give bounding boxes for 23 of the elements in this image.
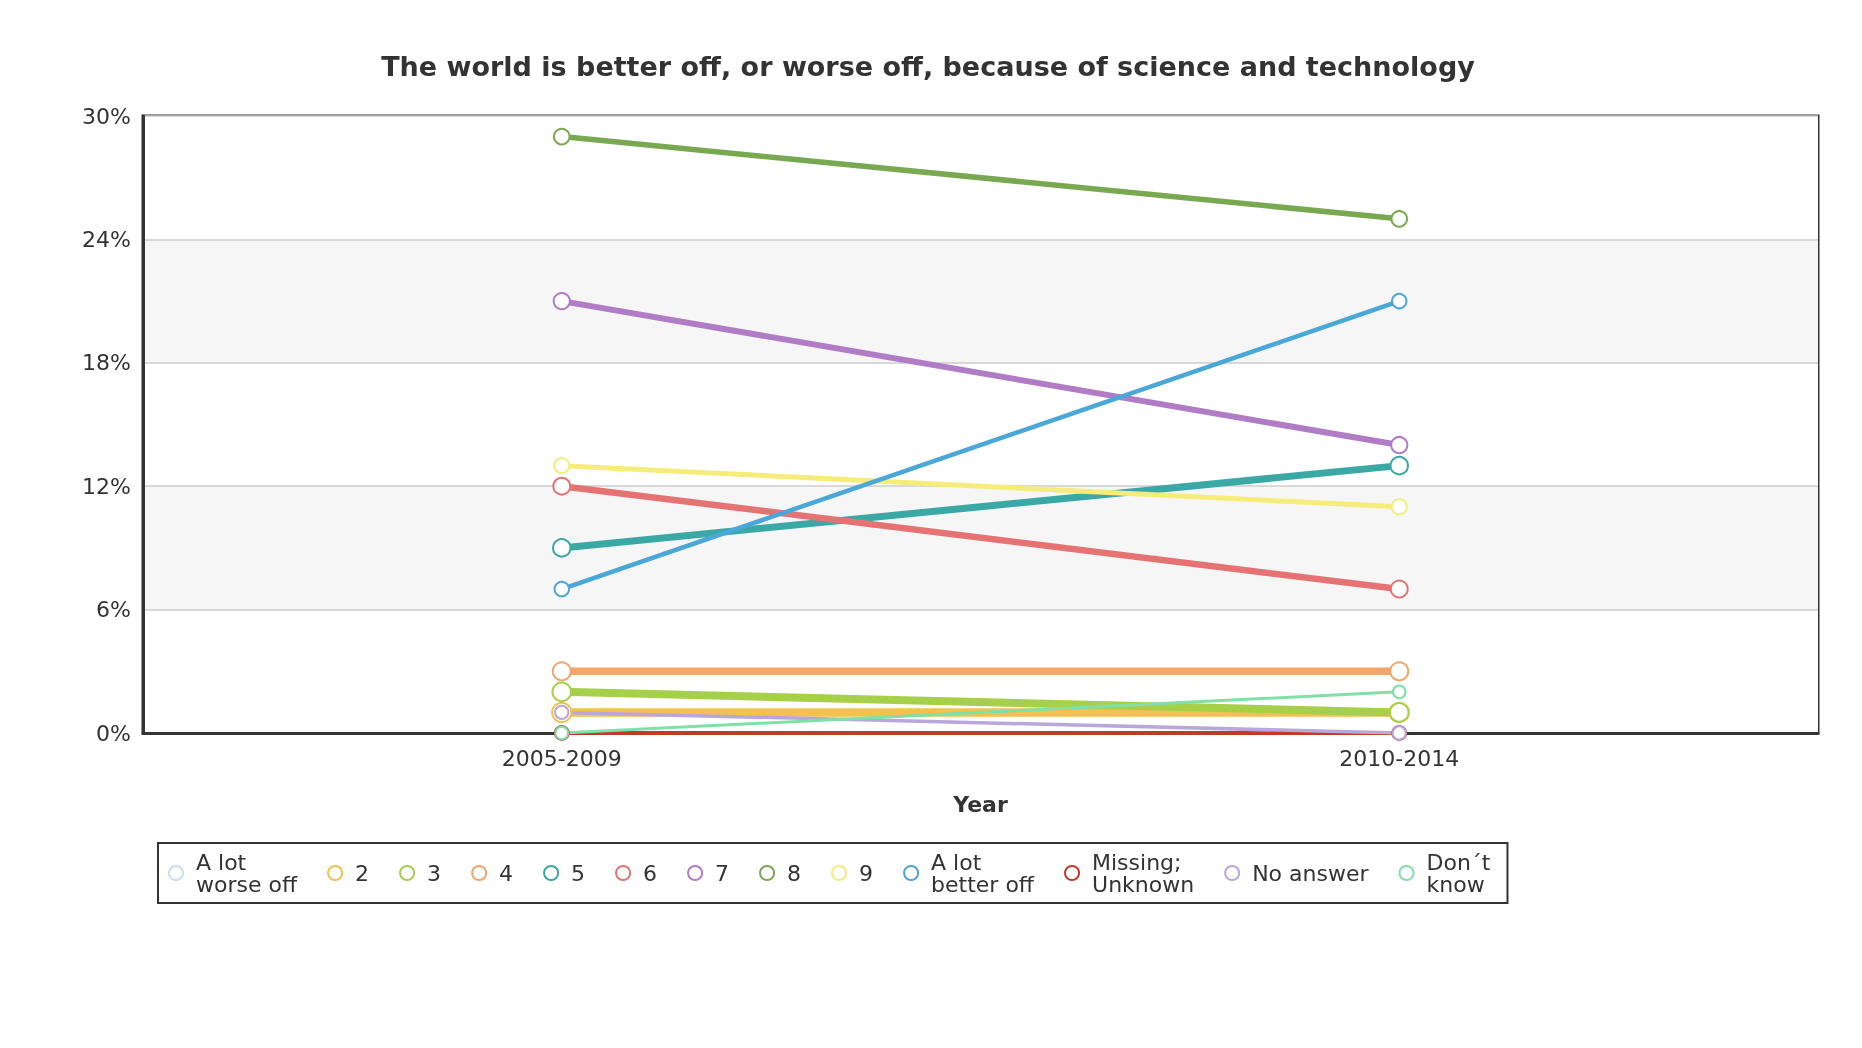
legend-label: A lot better off xyxy=(931,849,1035,897)
legend-label: 9 xyxy=(859,860,874,886)
y-tick-label: 30% xyxy=(82,103,131,129)
legend-label: 4 xyxy=(499,860,514,886)
legend-label: 3 xyxy=(427,860,442,886)
y-tick-label: 0% xyxy=(96,720,131,746)
y-tick-label: 18% xyxy=(82,350,131,376)
x-axis-title: Year xyxy=(952,791,1008,817)
y-tick-label: 6% xyxy=(96,597,131,623)
legend-label: No answer xyxy=(1252,860,1370,886)
legend-label: Don´t know xyxy=(1426,849,1498,897)
legend-label: Missing; Unknown xyxy=(1092,849,1195,897)
x-tick-label: 2005-2009 xyxy=(501,745,622,771)
legend-label: 5 xyxy=(571,860,586,886)
chart-title: The world is better off, or worse off, because of science and technology xyxy=(381,51,1476,82)
legend-label: A lot worse off xyxy=(196,849,298,897)
y-tick-label: 12% xyxy=(82,473,131,499)
legend-label: 7 xyxy=(715,860,730,886)
x-tick-label: 2010-2014 xyxy=(1339,745,1460,771)
legend-label: 2 xyxy=(355,860,370,886)
y-tick-label: 24% xyxy=(82,226,131,252)
legend-label: 8 xyxy=(787,860,802,886)
legend-label: 6 xyxy=(643,860,658,886)
